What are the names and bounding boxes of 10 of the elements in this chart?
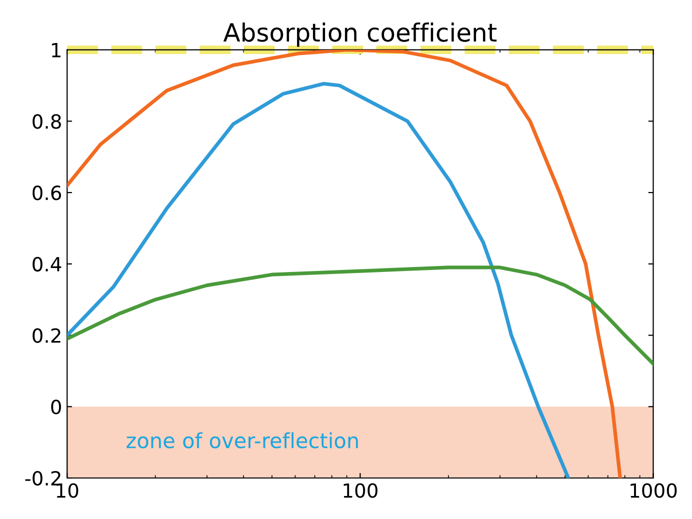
x-tick-label: 100 (344, 483, 378, 498)
y-tick-label: 0.8 (32, 114, 61, 129)
y-tick-label: 0 (51, 400, 61, 414)
chart-title: Absorption coefficient (223, 22, 497, 47)
y-tick-label: 0.6 (32, 186, 62, 200)
y-tick-label: 0.4 (32, 256, 62, 272)
y-tick-label: 0.2 (32, 328, 60, 343)
band-label: zone of over-reflection (126, 432, 358, 448)
x-tick-label: 1000 (630, 483, 677, 498)
y-tick-label: 1 (52, 43, 60, 58)
